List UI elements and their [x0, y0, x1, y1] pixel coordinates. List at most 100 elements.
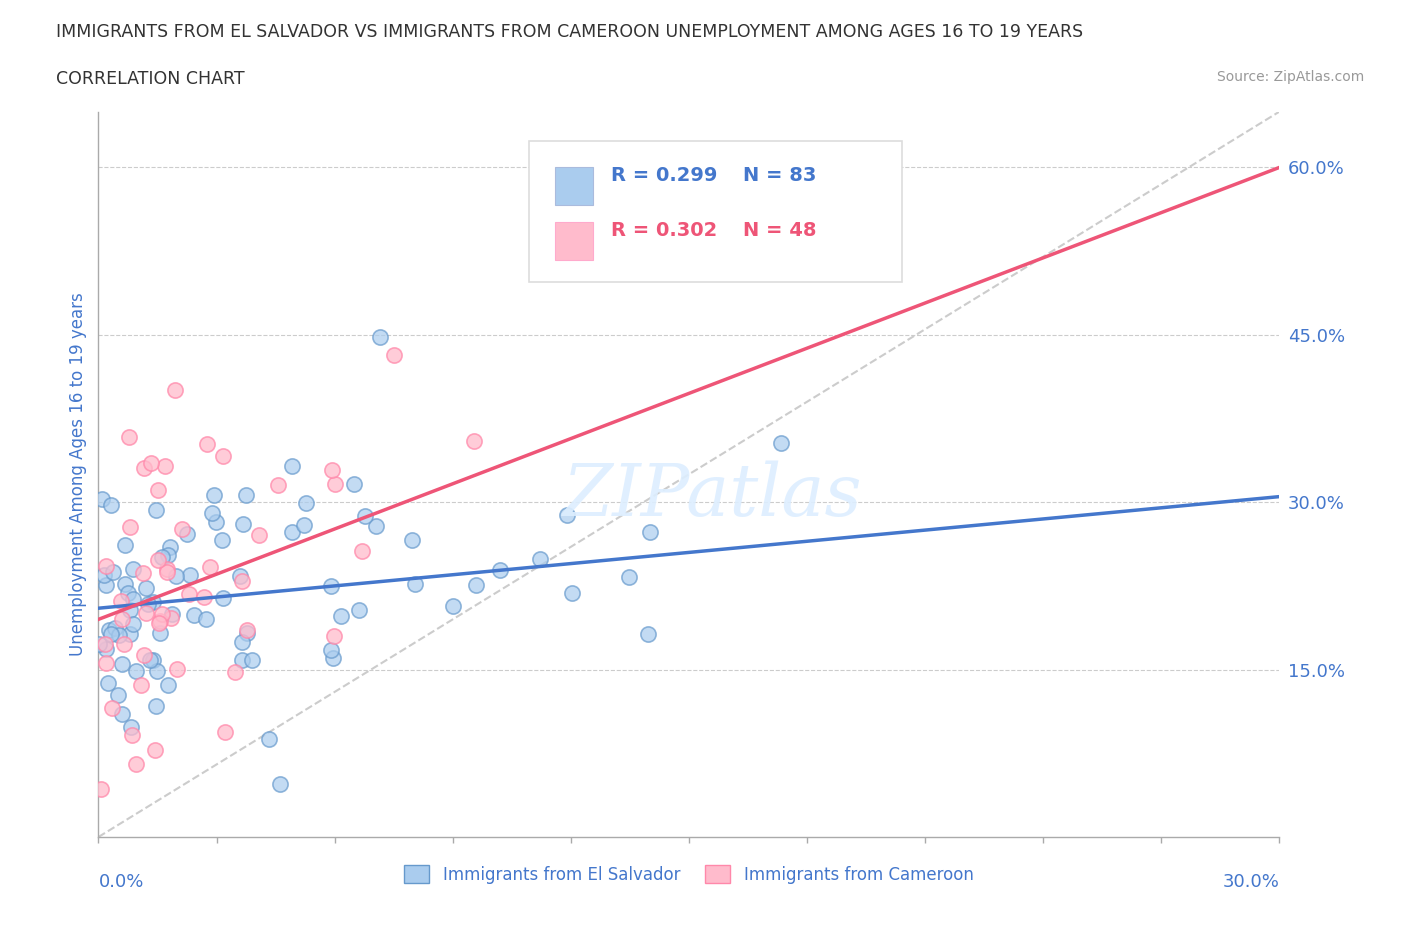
Point [160, 611, 183, 626]
Point [555, 508, 578, 523]
Point [465, 578, 488, 592]
Point [202, 488, 225, 503]
Point [111, 611, 134, 626]
Point [94, 578, 117, 592]
Point [134, 460, 156, 475]
Point [201, 506, 224, 521]
Point [266, 478, 288, 493]
Point [382, 347, 405, 362]
Point [366, 519, 388, 534]
Point [117, 585, 139, 600]
Point [96, 558, 118, 573]
Point [259, 731, 281, 746]
Text: R = 0.302: R = 0.302 [612, 221, 717, 240]
Point [148, 616, 170, 631]
Point [323, 477, 346, 492]
Point [342, 476, 364, 491]
Point [368, 329, 391, 344]
Point [145, 698, 167, 713]
Point [110, 593, 132, 608]
Point [146, 483, 169, 498]
Point [139, 652, 162, 667]
Point [129, 678, 152, 693]
Point [118, 430, 141, 445]
Point [401, 532, 423, 547]
Point [135, 580, 157, 595]
Point [89, 636, 111, 651]
Point [159, 540, 181, 555]
Point [561, 586, 583, 601]
Point [107, 687, 129, 702]
Point [281, 525, 304, 539]
Point [177, 586, 200, 601]
Point [166, 661, 188, 676]
Point [441, 599, 464, 614]
Point [280, 458, 302, 473]
Point [489, 563, 512, 578]
Point [145, 503, 167, 518]
Point [101, 700, 124, 715]
Point [638, 525, 661, 539]
Point [157, 547, 180, 562]
Point [231, 635, 253, 650]
Point [619, 569, 641, 584]
Point [236, 626, 259, 641]
Point [229, 569, 252, 584]
Point [132, 647, 155, 662]
Point [143, 743, 166, 758]
Point [101, 565, 124, 579]
Point [321, 643, 343, 658]
Point [150, 606, 173, 621]
Point [118, 627, 141, 642]
Point [100, 626, 122, 641]
Text: 30.0%: 30.0% [1223, 873, 1279, 891]
Point [136, 597, 159, 612]
Point [90, 492, 112, 507]
Point [195, 436, 218, 451]
Point [212, 448, 235, 463]
Point [240, 653, 263, 668]
Point [146, 552, 169, 567]
Point [139, 456, 162, 471]
Text: N = 83: N = 83 [744, 166, 817, 185]
Text: R = 0.299: R = 0.299 [612, 166, 717, 185]
Point [294, 496, 316, 511]
Point [153, 458, 176, 473]
Point [231, 574, 253, 589]
Point [93, 567, 115, 582]
Point [94, 656, 117, 671]
Text: ZIPatlas: ZIPatlas [562, 460, 862, 531]
FancyBboxPatch shape [555, 167, 593, 205]
Y-axis label: Unemployment Among Ages 16 to 19 years: Unemployment Among Ages 16 to 19 years [69, 292, 87, 657]
Point [269, 777, 291, 791]
FancyBboxPatch shape [530, 140, 901, 282]
Point [353, 509, 375, 524]
Point [135, 605, 157, 620]
Point [132, 565, 155, 580]
Point [162, 606, 184, 621]
Point [323, 628, 346, 643]
Point [235, 487, 257, 502]
Point [122, 561, 145, 576]
Point [111, 707, 134, 722]
Point [156, 678, 179, 693]
Text: Source: ZipAtlas.com: Source: ZipAtlas.com [1216, 70, 1364, 84]
Point [322, 651, 344, 666]
Point [122, 591, 145, 606]
Point [112, 636, 135, 651]
Point [232, 516, 254, 531]
Point [165, 569, 187, 584]
Point [142, 594, 165, 609]
Point [114, 538, 136, 552]
Text: IMMIGRANTS FROM EL SALVADOR VS IMMIGRANTS FROM CAMEROON UNEMPLOYMENT AMONG AGES : IMMIGRANTS FROM EL SALVADOR VS IMMIGRANT… [56, 23, 1084, 41]
Point [350, 544, 373, 559]
Point [463, 434, 485, 449]
Point [172, 522, 194, 537]
Point [347, 603, 370, 618]
Point [121, 727, 143, 742]
Point [214, 724, 236, 739]
Point [104, 620, 127, 635]
Point [404, 577, 426, 591]
Point [120, 520, 142, 535]
Point [247, 528, 270, 543]
